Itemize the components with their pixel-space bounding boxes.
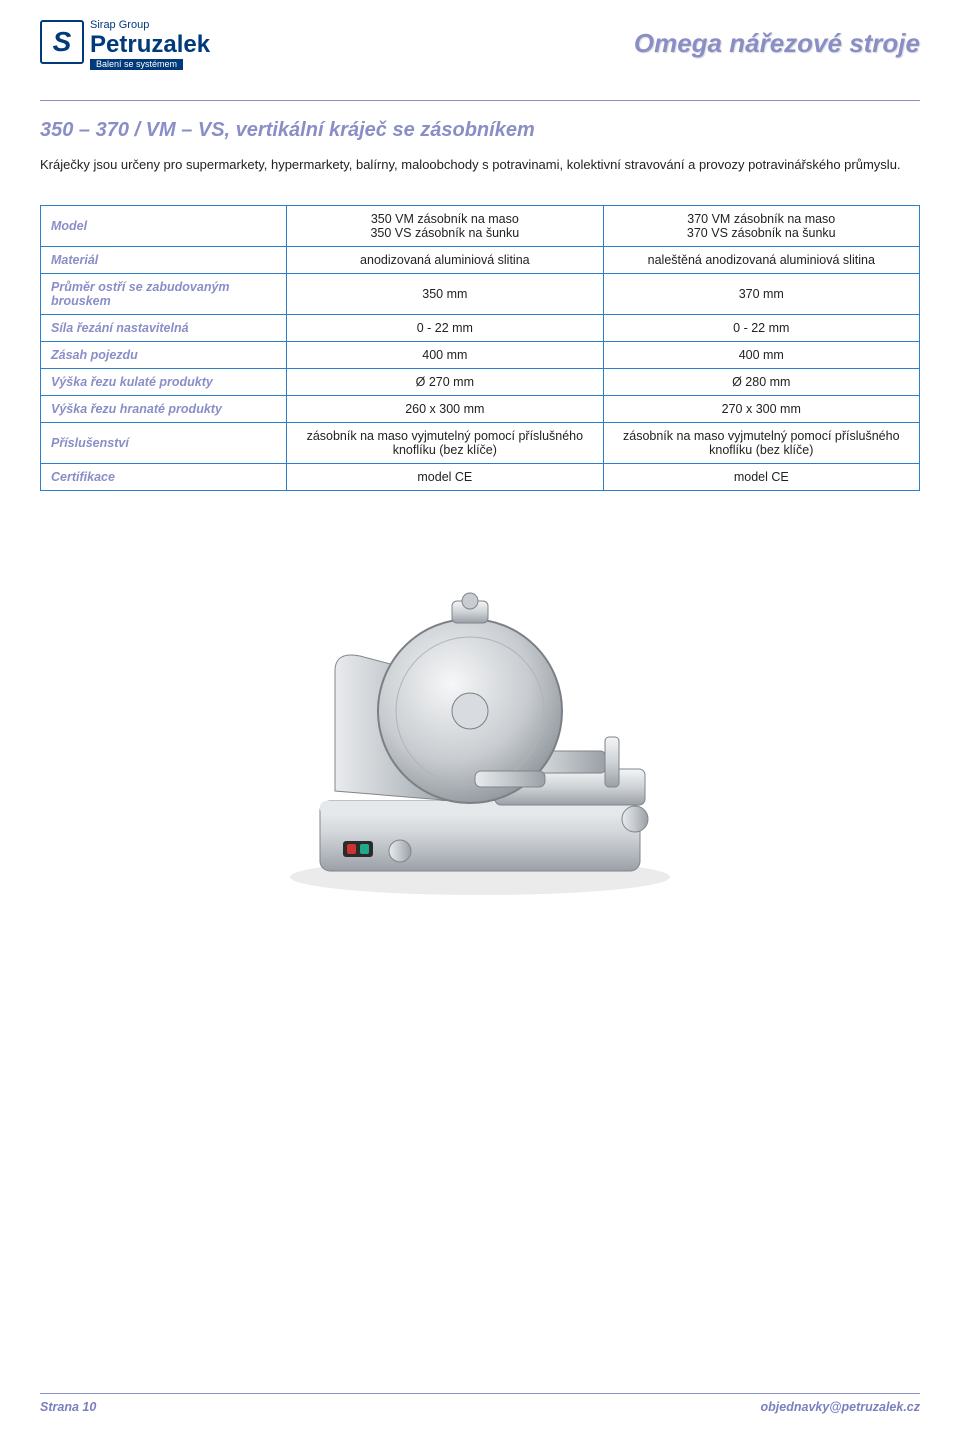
row-col1: 0 - 22 mm xyxy=(287,314,603,341)
row-col2: Ø 280 mm xyxy=(603,368,919,395)
table-row: Materiálanodizovaná aluminiová slitinana… xyxy=(41,246,920,273)
intro-paragraph: Kráječky jsou určeny pro supermarkety, h… xyxy=(40,156,920,175)
row-label: Materiál xyxy=(41,246,287,273)
footer-page-number: Strana 10 xyxy=(40,1400,96,1414)
row-label: Zásah pojezdu xyxy=(41,341,287,368)
section-heading: 350 – 370 / VM – VS, vertikální kráječ s… xyxy=(40,119,920,142)
logo-text-block: Sirap Group Petruzalek Balení se systéme… xyxy=(90,20,210,70)
row-col2: 270 x 300 mm xyxy=(603,395,919,422)
row-col2: 370 VM zásobník na maso370 VS zásobník n… xyxy=(603,205,919,246)
row-col2: 400 mm xyxy=(603,341,919,368)
row-col1: anodizovaná aluminiová slitina xyxy=(287,246,603,273)
table-row: Výška řezu kulaté produktyØ 270 mmØ 280 … xyxy=(41,368,920,395)
main-content: 350 – 370 / VM – VS, vertikální kráječ s… xyxy=(0,101,960,901)
row-col1: 260 x 300 mm xyxy=(287,395,603,422)
row-label: Příslušenství xyxy=(41,422,287,463)
row-col1: model CE xyxy=(287,463,603,490)
brand-tagline: Balení se systémem xyxy=(90,59,183,70)
row-label: Průměr ostří se zabudovaným brouskem xyxy=(41,273,287,314)
row-col2: zásobník na maso vyjmutelný pomocí přísl… xyxy=(603,422,919,463)
table-row: Průměr ostří se zabudovaným brouskem350 … xyxy=(41,273,920,314)
row-label: Síla řezání nastavitelná xyxy=(41,314,287,341)
table-row: Model350 VM zásobník na maso350 VS zásob… xyxy=(41,205,920,246)
table-row: Certifikacemodel CEmodel CE xyxy=(41,463,920,490)
brand-logo: S Sirap Group Petruzalek Balení se systé… xyxy=(40,20,210,70)
page-title: Omega nářezové stroje xyxy=(634,20,920,59)
product-image-wrap xyxy=(40,561,920,901)
spec-table-body: Model350 VM zásobník na maso350 VS zásob… xyxy=(41,205,920,490)
table-row: Příslušenstvízásobník na maso vyjmutelný… xyxy=(41,422,920,463)
row-col1: zásobník na maso vyjmutelný pomocí přísl… xyxy=(287,422,603,463)
footer-email: objednavky@petruzalek.cz xyxy=(761,1400,920,1414)
slicer-illustration xyxy=(265,561,695,901)
row-col1: Ø 270 mm xyxy=(287,368,603,395)
row-col2: 370 mm xyxy=(603,273,919,314)
row-col1: 350 VM zásobník na maso350 VS zásobník n… xyxy=(287,205,603,246)
table-row: Zásah pojezdu400 mm400 mm xyxy=(41,341,920,368)
page-footer: Strana 10 objednavky@petruzalek.cz xyxy=(40,1393,920,1414)
row-col2: 0 - 22 mm xyxy=(603,314,919,341)
brand-name: Petruzalek xyxy=(90,33,210,57)
spec-table: Model350 VM zásobník na maso350 VS zásob… xyxy=(40,205,920,491)
sirap-label: Sirap Group xyxy=(90,20,210,31)
table-row: Výška řezu hranaté produkty260 x 300 mm2… xyxy=(41,395,920,422)
page-header: S Sirap Group Petruzalek Balení se systé… xyxy=(0,0,960,70)
row-label: Model xyxy=(41,205,287,246)
row-label: Výška řezu kulaté produkty xyxy=(41,368,287,395)
row-label: Výška řezu hranaté produkty xyxy=(41,395,287,422)
row-col1: 350 mm xyxy=(287,273,603,314)
row-col1: 400 mm xyxy=(287,341,603,368)
row-col2: naleštěná anodizovaná aluminiová slitina xyxy=(603,246,919,273)
row-label: Certifikace xyxy=(41,463,287,490)
table-row: Síla řezání nastavitelná0 - 22 mm0 - 22 … xyxy=(41,314,920,341)
row-col2: model CE xyxy=(603,463,919,490)
logo-icon: S xyxy=(40,20,84,64)
